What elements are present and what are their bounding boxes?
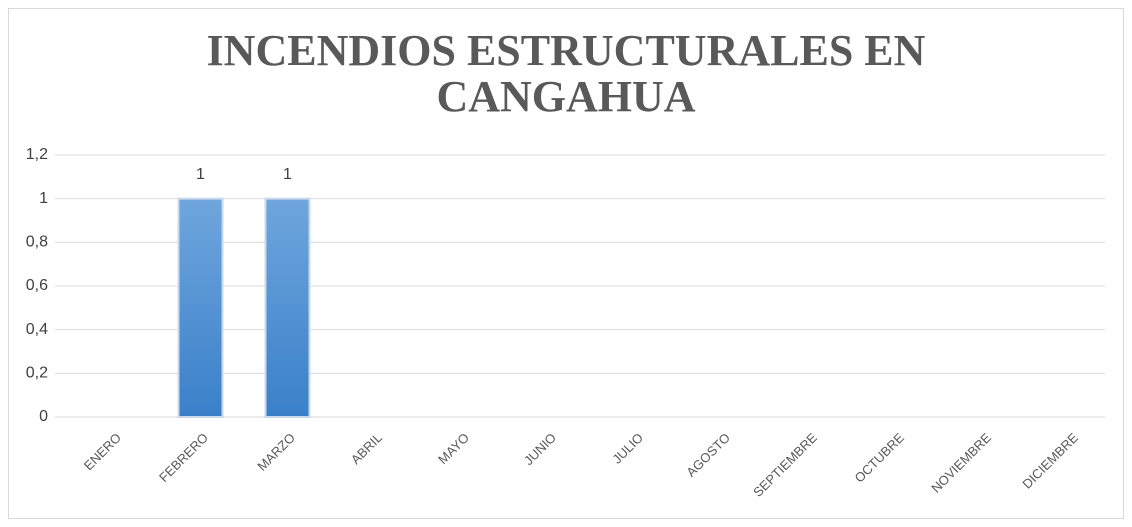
bar <box>264 197 311 418</box>
data-label: 1 <box>196 166 205 183</box>
x-tick-label: JUNIO <box>521 430 559 468</box>
y-tick-label: 0,4 <box>26 321 48 338</box>
y-tick-label: 0,2 <box>26 365 48 382</box>
x-tick-label: DICIEMBRE <box>1019 430 1081 492</box>
chart-title: INCENDIOS ESTRUCTURALES EN CANGAHUA <box>206 26 926 121</box>
x-tick-label: NOVIEMBRE <box>928 430 994 496</box>
x-tick-label: OCTUBRE <box>851 430 907 486</box>
data-label: 1 <box>283 166 292 183</box>
x-tick-label: FEBRERO <box>156 430 211 485</box>
bar <box>177 197 224 418</box>
y-tick-label: 1,2 <box>26 146 48 163</box>
x-tick-label: JULIO <box>609 430 646 467</box>
x-tick-label: MARZO <box>254 430 298 474</box>
x-tick-label: AGOSTO <box>683 430 733 480</box>
y-tick-label: 1 <box>39 190 48 207</box>
x-tick-label: ABRIL <box>348 430 385 467</box>
x-tick-label: SEPTIEMBRE <box>750 430 820 500</box>
y-tick-label: 0 <box>39 408 48 425</box>
x-tick-label: MAYO <box>435 430 472 467</box>
y-tick-label: 0,8 <box>26 234 48 251</box>
chart-border <box>8 8 1124 519</box>
x-tick-label: ENERO <box>81 430 124 473</box>
y-tick-label: 0,6 <box>26 277 48 294</box>
